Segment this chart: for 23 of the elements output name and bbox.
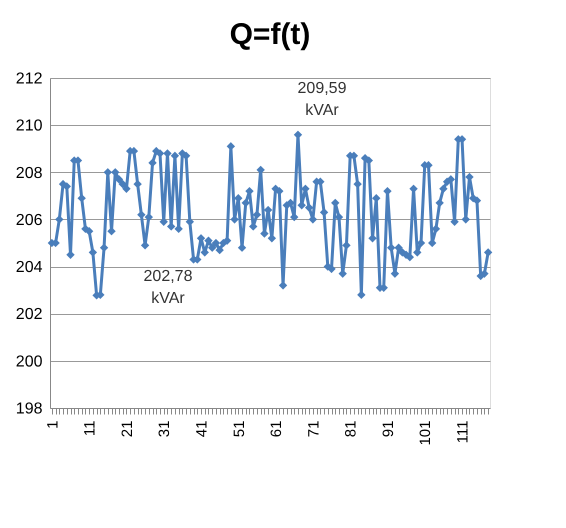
x-tick-label: 11 [82,420,99,436]
y-tick-label: 206 [16,212,43,229]
y-tick-label: 208 [16,164,43,182]
y-tick-label: 204 [16,259,43,276]
x-tick-label: 51 [230,420,248,438]
chart-title: Q=f(t) [230,18,310,51]
x-tick-label: 21 [118,420,136,438]
x-tick-label: 91 [380,420,397,438]
x-tick-label: 31 [156,420,174,438]
x-tick-label: 1 [44,420,62,429]
x-tick-label: 81 [342,420,360,438]
y-tick-label: 202 [16,306,43,324]
y-tick-label: 198 [16,400,43,418]
y-tick-label: 200 [16,353,43,370]
y-tick-label: 212 [16,70,43,88]
x-tick-label: 61 [268,420,286,438]
x-tick-label: 111 [454,420,472,444]
x-tick-label: 41 [194,420,211,438]
x-tick-label: 71 [305,420,322,438]
x-tick-label: 101 [417,420,434,446]
annotation: 202,78 kVAr [144,268,193,307]
y-tick-label: 210 [16,118,43,135]
annotation: 209,59 kVAr [298,80,347,119]
